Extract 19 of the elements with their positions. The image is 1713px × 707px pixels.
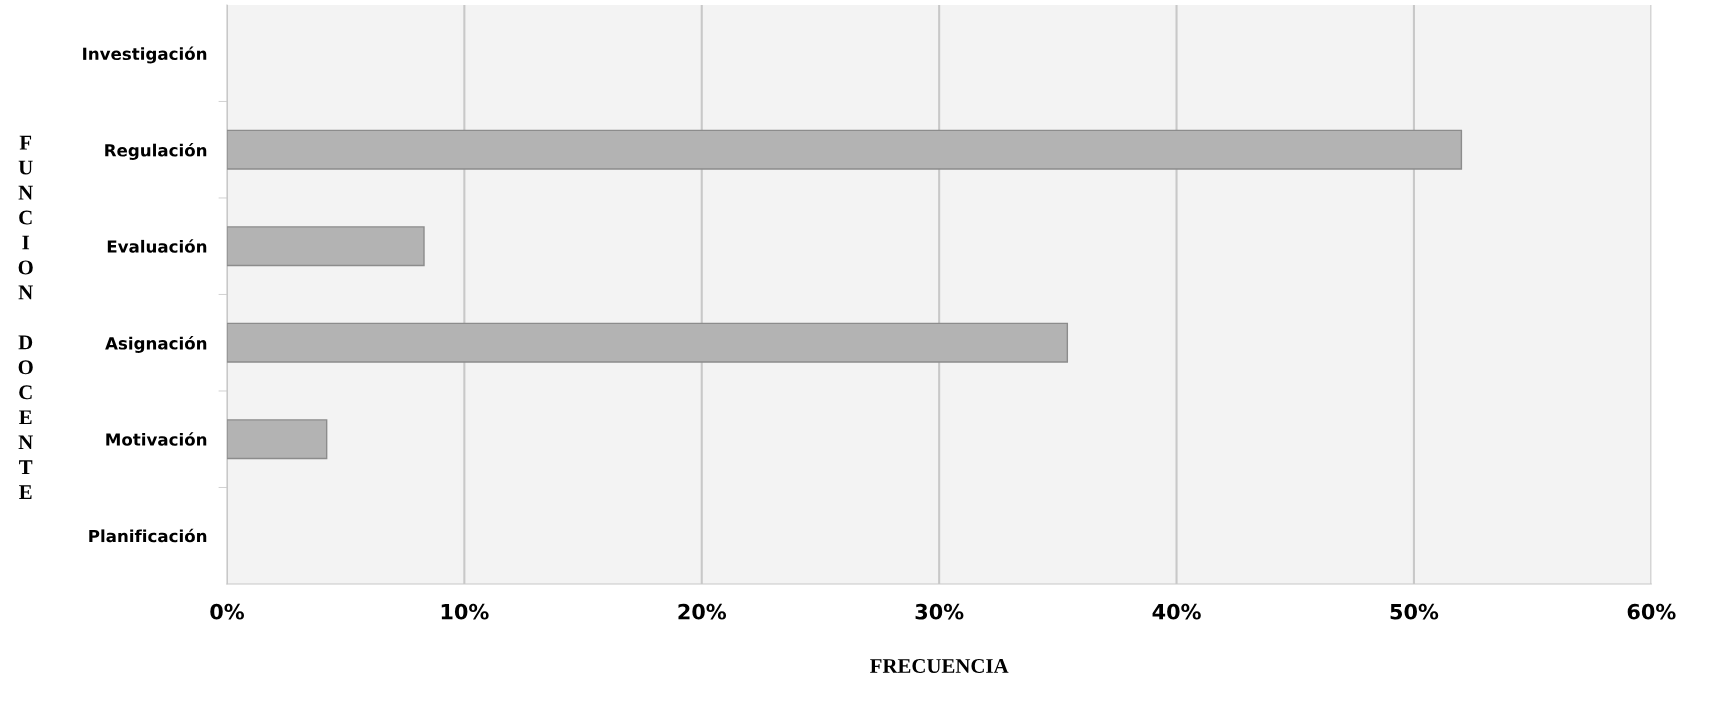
- x-tick-label: 50%: [1390, 603, 1439, 620]
- x-tick-label: 10%: [441, 603, 489, 620]
- y-tick-label: Asignación: [105, 336, 207, 353]
- y-tick-label: Motivación: [106, 432, 207, 446]
- y-tick-label: Investigación: [83, 46, 207, 64]
- x-tick-label: 0%: [210, 603, 244, 620]
- bar: [226, 129, 1463, 170]
- bar: [226, 419, 328, 460]
- y-tick-label: Regulación: [105, 143, 207, 160]
- text: FUNCION DOCENTE: [18, 135, 33, 499]
- y-tick-label: Planificación: [89, 528, 207, 543]
- x-tick-label: 20%: [678, 603, 727, 620]
- x-tick-label: 30%: [915, 603, 964, 620]
- x-tick-label: 40%: [1152, 603, 1201, 620]
- y-tick-label: Evaluación: [107, 239, 207, 253]
- x-tick-label: 60%: [1627, 603, 1676, 620]
- x-axis-title: FRECUENCIA: [870, 658, 1009, 673]
- bar: [226, 226, 425, 267]
- bar: [226, 322, 1069, 363]
